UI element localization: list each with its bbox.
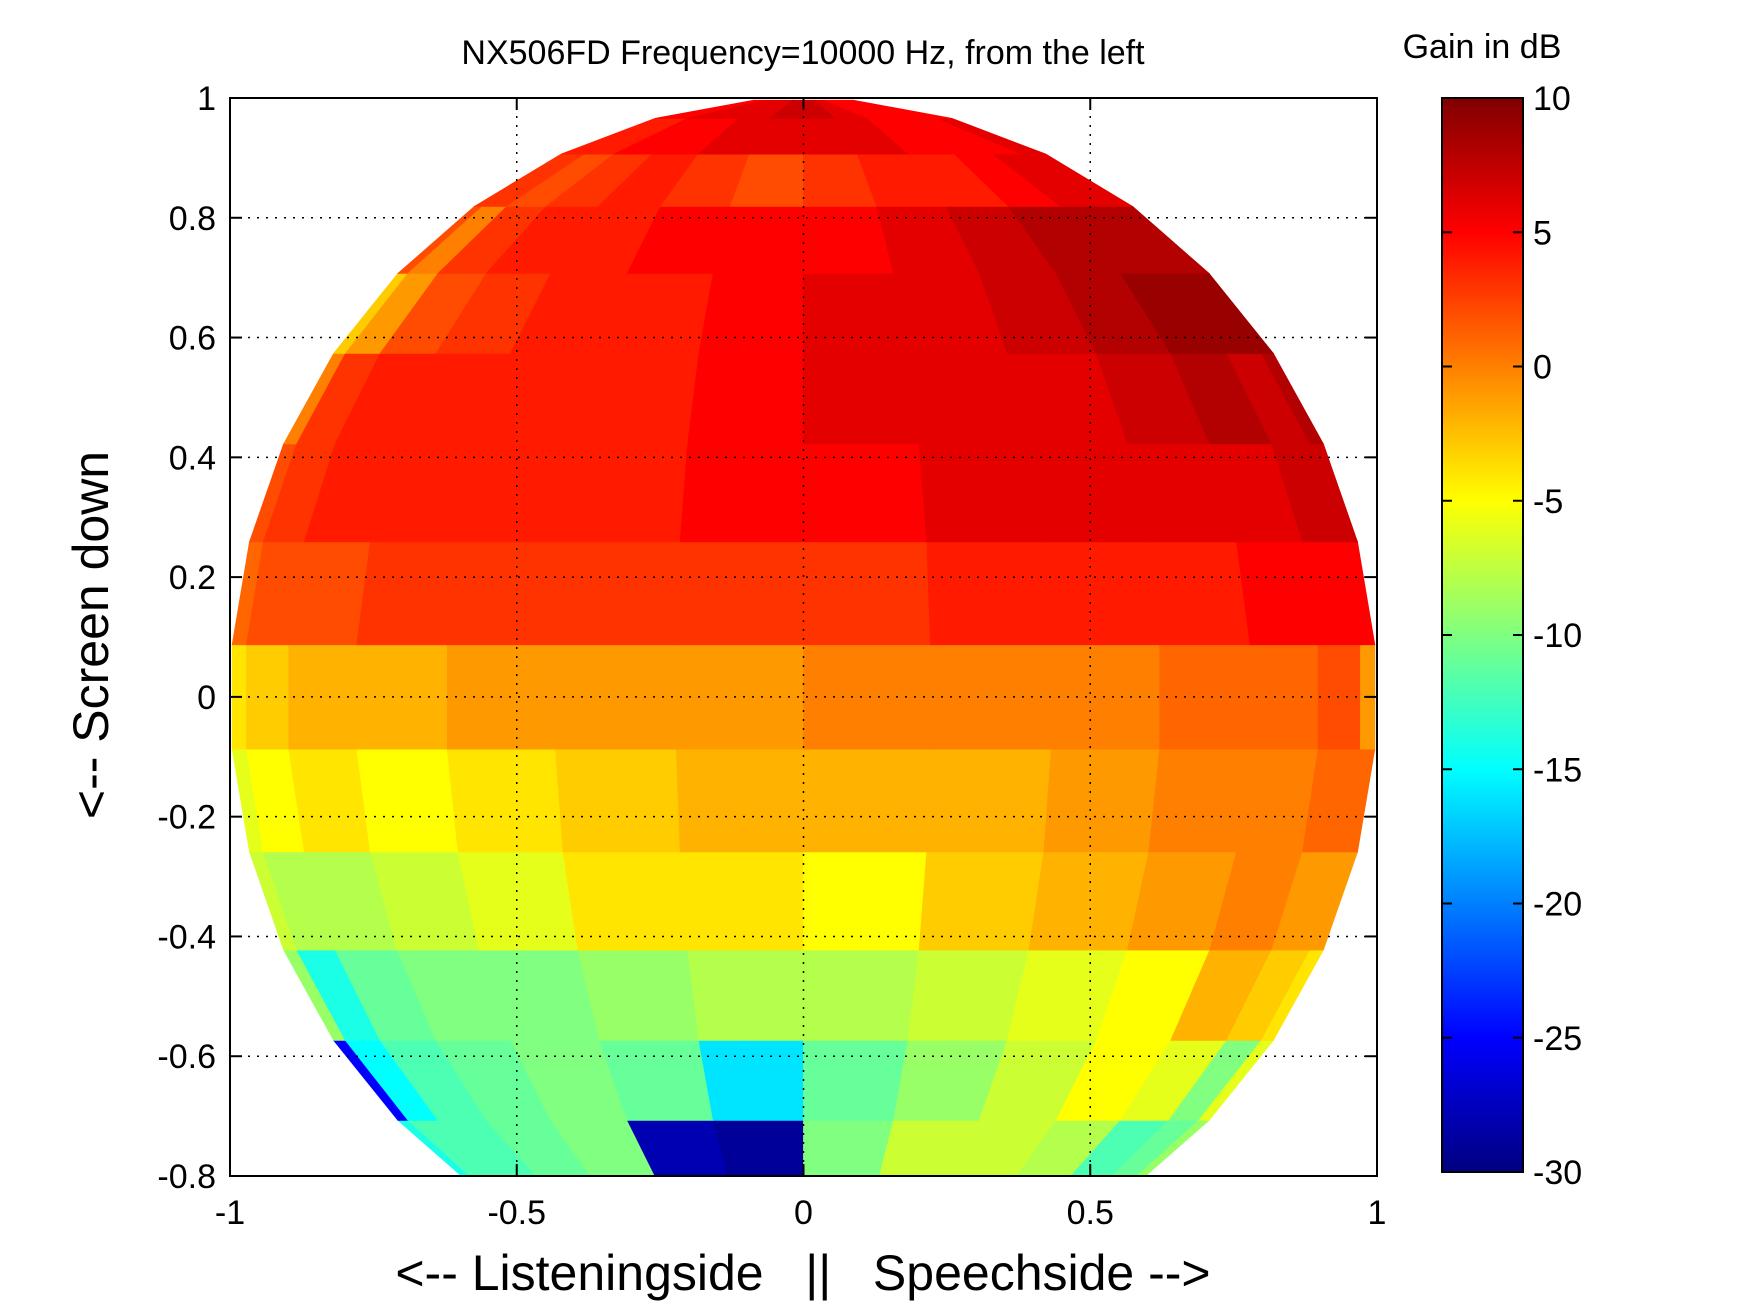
heatmap-patch [446, 748, 564, 853]
heatmap-patch [356, 748, 459, 853]
x-tick-label: 0.5 [1067, 1194, 1114, 1232]
heatmap-patch [926, 541, 1052, 646]
heatmap-patch [1043, 748, 1161, 853]
colorbar-title: Gain in dB [1403, 28, 1562, 66]
heatmap-patch [577, 949, 700, 1041]
heatmap-patch [356, 541, 459, 646]
heatmap-patch [698, 272, 804, 354]
colorbar-tick-label: -25 [1533, 1020, 1582, 1058]
colorbar: Gain in dB 10 5 0 -5 -10 -15 -20 -25 -30 [1403, 28, 1583, 1192]
heatmap-patch [675, 748, 804, 853]
y-tick-label: -0.8 [157, 1158, 216, 1196]
colorbar-tick-label: 5 [1533, 214, 1552, 252]
heatmap-patch [803, 644, 931, 750]
colorbar-tick-label: -20 [1533, 886, 1582, 924]
heatmap-patch [687, 949, 804, 1041]
heatmap-patch [679, 443, 804, 543]
heatmap-patch [457, 851, 579, 951]
heatmap-patch [926, 748, 1052, 853]
y-tick-label: -0.2 [157, 799, 216, 837]
colorbar-tick-label: -30 [1533, 1154, 1582, 1192]
heatmap-patch [555, 748, 681, 853]
colorbar-tick-label: 0 [1533, 349, 1552, 387]
y-tick-label: 0.2 [169, 559, 216, 597]
heatmap-patch [562, 443, 689, 543]
chart-title: NX506FD Frequency=10000 Hz, from the lef… [461, 34, 1145, 72]
x-tick-label: 0 [794, 1194, 813, 1232]
heatmap-patch [1159, 644, 1251, 750]
heatmap-patch [918, 851, 1045, 951]
heatmap-patch [803, 352, 920, 445]
y-tick-label: -0.4 [157, 918, 216, 956]
x-axis-ticks: -1 -0.5 0 0.5 1 [215, 98, 1387, 1232]
heatmap-patch [679, 851, 804, 951]
y-tick-label: 0.6 [169, 320, 216, 358]
y-axis-ticks: 1 0.8 0.6 0.4 0.2 0 -0.2 -0.4 -0.6 -0.8 [157, 80, 1377, 1196]
heatmap-patch [676, 644, 804, 750]
heatmap-patch [457, 443, 579, 543]
heatmap-patch [288, 644, 358, 750]
colorbar-ticks: 10 5 0 -5 -10 -15 -20 -25 -30 [1442, 80, 1582, 1192]
heatmap-patches [231, 99, 1376, 1176]
colorbar-tick-label: -5 [1533, 483, 1563, 521]
y-axis-label: <-- Screen down [63, 451, 119, 819]
heatmap-patch [1043, 541, 1161, 646]
heatmap-patch [852, 99, 952, 119]
heatmap-patch [803, 1120, 895, 1176]
x-tick-label: 1 [1368, 1194, 1387, 1232]
heatmap-patch [803, 949, 920, 1041]
heatmap-patch [803, 851, 928, 951]
heatmap-patch [1148, 541, 1251, 646]
heatmap-patch [712, 1120, 804, 1176]
x-axis-label: <-- Listeningside || Speechside --> [395, 1245, 1210, 1301]
heatmap-patch [803, 748, 932, 853]
y-tick-label: 0.8 [169, 200, 216, 238]
heatmap-patch [675, 541, 804, 646]
colorbar-tick-label: -10 [1533, 617, 1582, 655]
y-tick-label: 0.4 [169, 439, 216, 477]
y-tick-label: -0.6 [157, 1038, 216, 1076]
y-tick-label: 1 [197, 80, 216, 118]
x-tick-label: -1 [215, 1194, 245, 1232]
heatmap-patch [930, 644, 1052, 750]
heatmap-patch [803, 272, 909, 354]
heatmap-patch [577, 352, 700, 445]
heatmap-patch [803, 541, 932, 646]
heatmap-patch [446, 541, 564, 646]
heatmap-patch [1148, 748, 1251, 853]
heatmap-patch [562, 851, 689, 951]
heatmap-patch [555, 541, 681, 646]
heatmap-patch [687, 352, 804, 445]
colorbar-tick-label: 10 [1533, 80, 1571, 118]
heatmap-patch [803, 443, 928, 543]
heatmap-patch [1317, 644, 1361, 750]
x-tick-label: -0.5 [487, 1194, 546, 1232]
y-tick-label: 0 [197, 679, 216, 717]
colorbar-tick-label: -15 [1533, 751, 1582, 789]
heatmap-patch [803, 1040, 909, 1121]
heatmap-patch [918, 443, 1045, 543]
colorbar-gradient [1441, 97, 1524, 1173]
heatmap-patch [698, 1040, 804, 1121]
